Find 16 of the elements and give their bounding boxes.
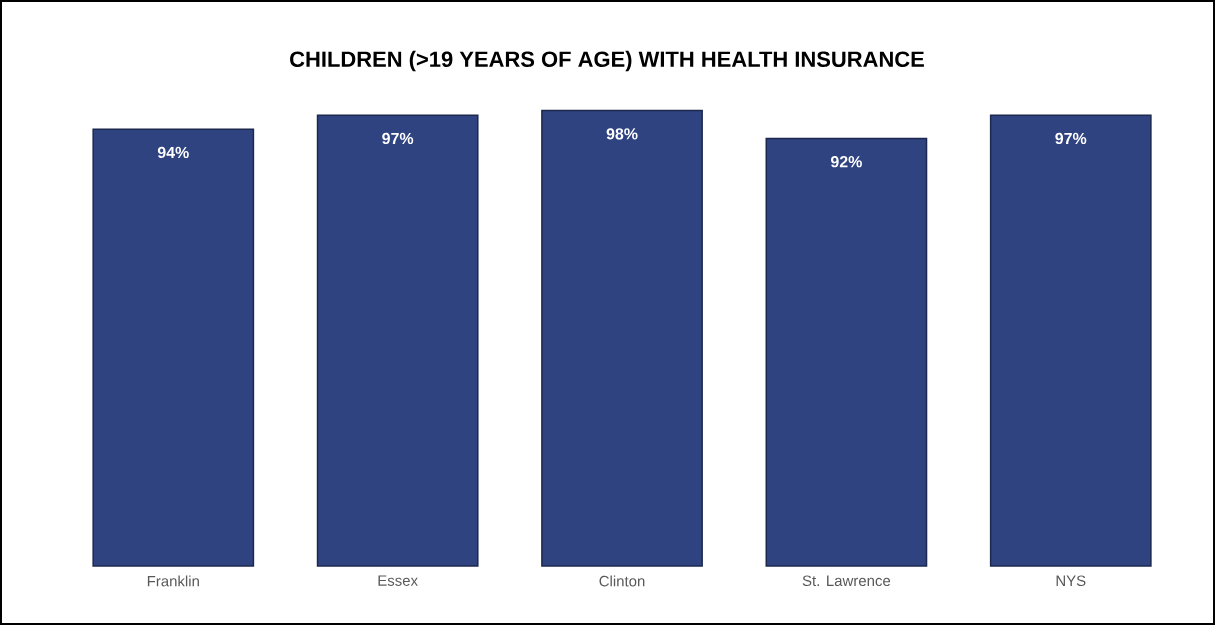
bar	[765, 137, 928, 567]
data-label: 97%	[1055, 132, 1087, 145]
data-label: 97%	[382, 132, 414, 145]
x-tick-label: Franklin	[147, 575, 199, 587]
bar	[316, 114, 479, 567]
bar	[92, 128, 255, 567]
x-tick-label: St. Lawrence	[802, 575, 891, 587]
chart-title: CHILDREN (>19 YEARS OF AGE) WITH HEALTH INSURANCE	[290, 50, 924, 72]
x-tick-label: NYS	[1056, 575, 1086, 587]
x-tick-label: Clinton	[599, 575, 645, 587]
data-label: 98%	[606, 128, 638, 140]
bar	[541, 109, 703, 567]
data-label: 94%	[157, 146, 189, 159]
bar	[989, 114, 1152, 567]
data-label: 92%	[830, 156, 862, 168]
x-tick-label: Essex	[378, 575, 418, 586]
